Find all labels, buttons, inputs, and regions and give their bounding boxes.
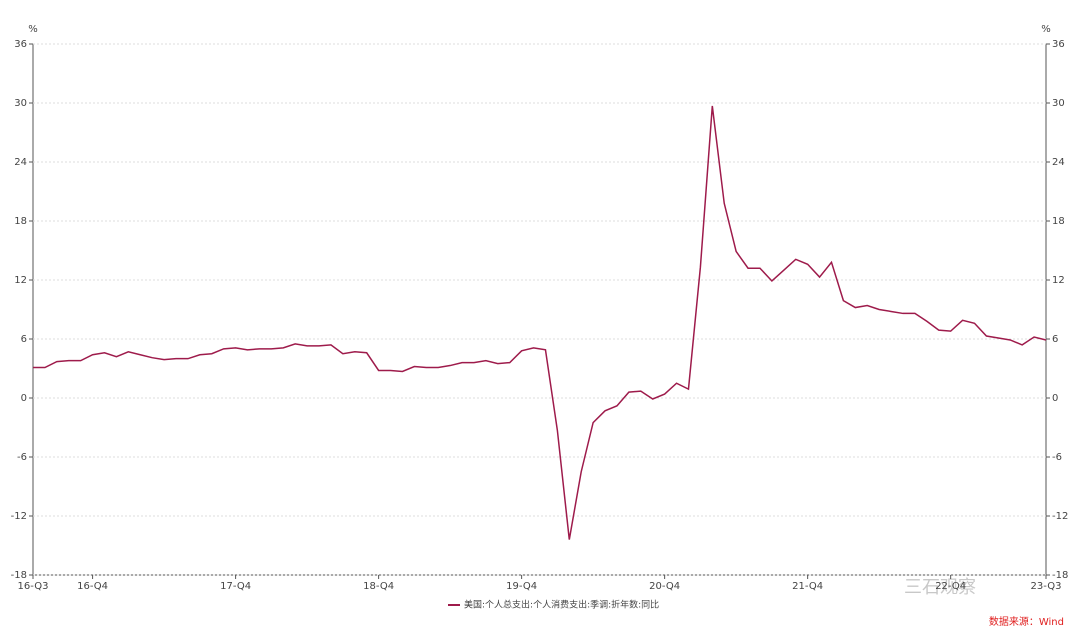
- y2-tick-label: 12: [1052, 275, 1065, 286]
- y2-tick-label: 36: [1052, 39, 1065, 50]
- x-tick-label: 19-Q4: [506, 581, 537, 592]
- y-unit: %: [28, 24, 38, 35]
- y2-tick-label: 24: [1052, 157, 1065, 168]
- x-tick-label: 16-Q3: [18, 581, 49, 592]
- y-tick-label: 0: [21, 393, 27, 404]
- x-tick-label: 22-Q4: [935, 581, 966, 592]
- y2-tick-label: 30: [1052, 98, 1065, 109]
- y2-tick-label: -18: [1052, 570, 1068, 581]
- y-tick-label: -6: [17, 452, 27, 463]
- y2-tick-label: 18: [1052, 216, 1065, 227]
- x-tick-label: 23-Q3: [1031, 581, 1062, 592]
- y-tick-label: -12: [11, 511, 27, 522]
- watermark: 三石观察: [904, 577, 976, 598]
- x-tick-label: 21-Q4: [792, 581, 823, 592]
- y2-tick-label: 6: [1052, 334, 1058, 345]
- x-tick-label: 17-Q4: [220, 581, 251, 592]
- y-tick-label: 12: [14, 275, 27, 286]
- y2-tick-label: -12: [1052, 511, 1068, 522]
- y2-tick-label: 0: [1052, 393, 1058, 404]
- y2-unit: %: [1041, 24, 1051, 35]
- y-tick-label: 18: [14, 216, 27, 227]
- y-tick-label: 6: [21, 334, 27, 345]
- y-tick-label: 36: [14, 39, 27, 50]
- legend-label: 美国:个人总支出:个人消费支出:季调:折年数:同比: [464, 599, 659, 611]
- data-line: [33, 105, 1047, 540]
- y2-tick-label: -6: [1052, 452, 1062, 463]
- source: 数据来源：Wind: [989, 615, 1064, 628]
- x-tick-label: 18-Q4: [363, 581, 394, 592]
- y-tick-label: 30: [14, 98, 27, 109]
- x-tick-label: 16-Q4: [77, 581, 108, 592]
- y-tick-label: 24: [14, 157, 27, 168]
- x-tick-label: 20-Q4: [649, 581, 680, 592]
- y-tick-label: -18: [11, 570, 27, 581]
